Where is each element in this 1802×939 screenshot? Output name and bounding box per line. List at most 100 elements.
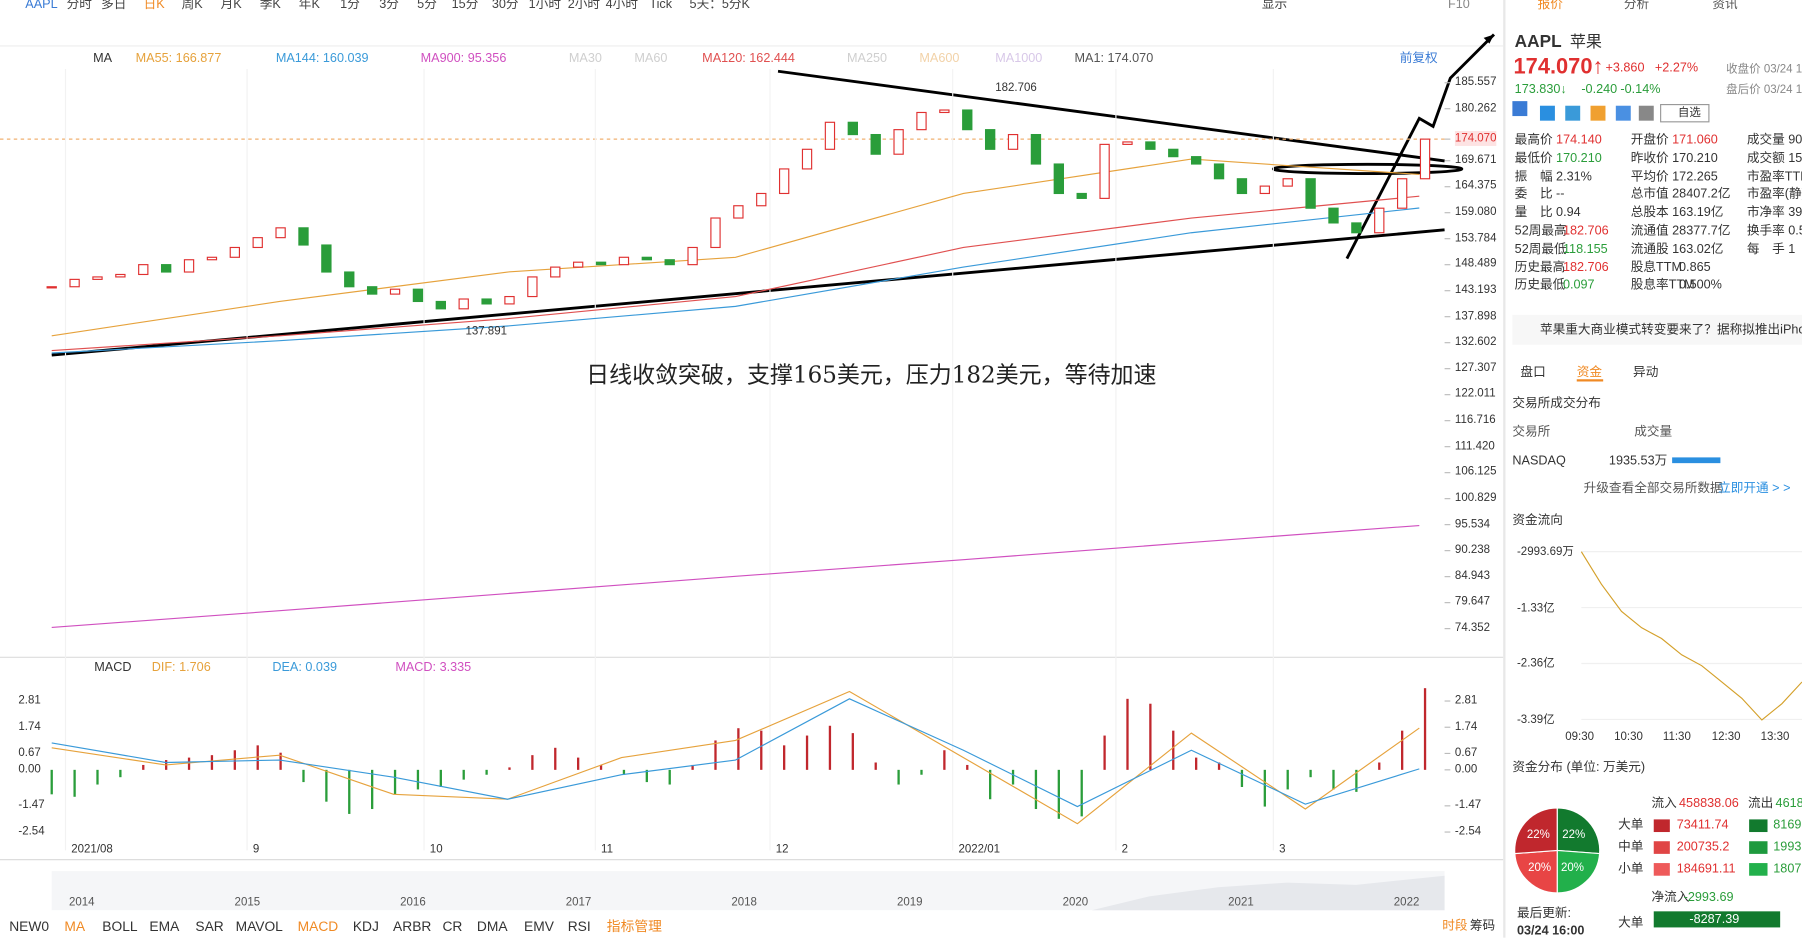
indicator-tab[interactable]: RSI: [567, 918, 591, 935]
pie-slice: [1556, 807, 1601, 855]
period-tab[interactable]: 1小时: [528, 0, 561, 12]
arrow-head: [1483, 34, 1494, 44]
indicator-tab[interactable]: CR: [442, 918, 463, 935]
period-tab[interactable]: 5天：5分K: [689, 0, 750, 12]
period-tab[interactable]: 1分: [340, 0, 360, 12]
period-tab[interactable]: 5分: [417, 0, 437, 12]
y-tick-label-left: 0.67: [18, 746, 41, 760]
period-tab[interactable]: 15分: [451, 0, 479, 12]
stat-label: 成交额: [1746, 151, 1785, 166]
indicator-tab[interactable]: NEW0: [9, 918, 50, 935]
y-tick-label: 84.943: [1454, 569, 1491, 583]
indicator-tab[interactable]: SAR: [195, 918, 224, 935]
dea-line: [51, 698, 1420, 808]
period-tab[interactable]: 4小时: [605, 0, 638, 12]
flow-line: [1580, 551, 1802, 721]
y-tick-label-left: -1.47: [18, 798, 45, 812]
stat-value: 0.097: [1562, 278, 1595, 293]
period-tab[interactable]: 2小时: [567, 0, 601, 12]
period-tab[interactable]: 30分: [491, 0, 519, 12]
watch-button[interactable]: [1660, 104, 1710, 123]
indicator-tab[interactable]: KDJ: [352, 918, 379, 935]
period-tab[interactable]: 季K: [259, 0, 281, 12]
open-now[interactable]: 立即开通 > >: [1718, 481, 1791, 496]
display-menu[interactable]: 显示: [1261, 0, 1288, 12]
panel-tab[interactable]: 分析: [1623, 0, 1650, 12]
indicator-tab[interactable]: 指标管理: [606, 918, 662, 935]
low-label: 137.891: [465, 324, 507, 338]
indicator-tab[interactable]: MAVOL: [235, 918, 283, 935]
sub-tab[interactable]: 资金: [1576, 365, 1603, 380]
macd-bar: [599, 764, 603, 770]
candle: [1190, 156, 1202, 165]
panel-tab[interactable]: 报价: [1537, 0, 1563, 12]
value: 458838.06: [1679, 796, 1739, 811]
ma-legend[interactable]: MA144: 160.039: [275, 51, 369, 66]
stat-label: 成交量: [1746, 133, 1785, 148]
f10[interactable]: F10: [1448, 0, 1470, 12]
candle: [412, 288, 424, 303]
candle: [1328, 207, 1339, 224]
y-tick-label: 0.00: [1454, 762, 1478, 776]
candle: [550, 266, 561, 278]
bottom-tab[interactable]: 筹码: [1469, 919, 1496, 934]
icon: [1539, 105, 1555, 121]
period-tab[interactable]: Tick: [649, 0, 673, 12]
period-tab[interactable]: 周K: [181, 0, 203, 12]
after-price: 173.830↓: [1514, 82, 1567, 97]
y-tick-label: 90.238: [1454, 543, 1491, 557]
stat-value: 170.210: [1672, 151, 1718, 166]
ma-legend[interactable]: MA250: [846, 51, 888, 66]
news[interactable]: 苹果重大商业模式转变要来了？据称拟推出iPhon: [1539, 322, 1802, 337]
indicator-tab[interactable]: MACD: [297, 918, 339, 935]
period-tab[interactable]: 3分: [379, 0, 399, 12]
period-tab[interactable]: 日K: [143, 0, 165, 12]
indicator-tab[interactable]: EMV: [524, 918, 554, 935]
stat-label: 委 比: [1514, 187, 1553, 202]
macd-bar: [187, 757, 191, 770]
macd-bar: [371, 769, 374, 810]
period-tab[interactable]: 年K: [298, 0, 320, 12]
candle: [183, 259, 195, 273]
ma-legend[interactable]: MA600: [919, 51, 960, 66]
macd-legend: DEA: 0.039: [272, 660, 338, 675]
sub-tab[interactable]: 异动: [1633, 365, 1659, 380]
candle: [1099, 143, 1110, 199]
ma-legend[interactable]: MA55: 166.877: [135, 51, 222, 66]
indicator-tab[interactable]: DMA: [476, 918, 508, 935]
bar: [1653, 911, 1781, 928]
indicator-tab[interactable]: EMA: [149, 918, 180, 935]
sub-tab[interactable]: 盘口: [1520, 365, 1546, 380]
indicator-tab[interactable]: MA: [64, 918, 86, 935]
panel-tab[interactable]: 资讯: [1712, 0, 1738, 12]
candle: [962, 109, 973, 131]
period-tab[interactable]: 分时: [66, 0, 92, 12]
macd-bar: [485, 769, 488, 775]
ma-legend[interactable]: MA30: [568, 51, 602, 66]
period-tab[interactable]: 多日: [101, 0, 127, 12]
indicator-tab[interactable]: BOLL: [102, 918, 138, 935]
ma-legend[interactable]: MA120: 162.444: [702, 51, 795, 66]
bottom-tab[interactable]: 时段: [1442, 919, 1468, 934]
y-tick-label: 169.671: [1454, 153, 1497, 167]
candle: [435, 300, 446, 310]
y-tick-label: -1.33亿: [1516, 601, 1555, 615]
ma-legend[interactable]: MA900: 95.356: [420, 51, 507, 66]
macd-bar: [645, 769, 648, 783]
candle: [527, 276, 538, 298]
ma-legend[interactable]: MA60: [634, 51, 668, 66]
macd-bar: [554, 747, 557, 770]
ma-legend[interactable]: MA1: 174.070: [1074, 51, 1154, 66]
macd-bar: [1378, 762, 1381, 770]
stat-label: 总股本: [1630, 205, 1669, 220]
adjust[interactable]: 前复权: [1399, 51, 1438, 66]
y-tick-label: 137.898: [1454, 309, 1497, 323]
ma-legend[interactable]: MA1000: [995, 51, 1043, 66]
watch[interactable]: 自选: [1677, 106, 1701, 120]
macd-bar: [1103, 735, 1106, 770]
macd-bar: [1309, 769, 1312, 778]
year-label: 2017: [565, 896, 592, 910]
indicator-tab[interactable]: ARBR: [393, 918, 432, 935]
period-tab[interactable]: 月K: [220, 0, 242, 12]
candle: [1122, 141, 1133, 145]
